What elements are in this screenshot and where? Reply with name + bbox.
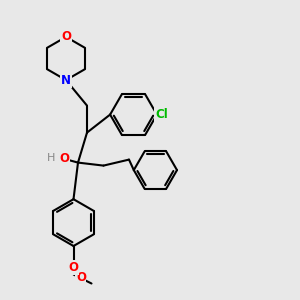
Text: Cl: Cl — [155, 108, 168, 121]
Text: O: O — [76, 271, 86, 284]
Text: N: N — [61, 74, 71, 87]
Text: H: H — [47, 153, 55, 163]
Text: O: O — [59, 152, 70, 165]
Text: O: O — [61, 30, 71, 44]
Text: O: O — [68, 261, 79, 274]
